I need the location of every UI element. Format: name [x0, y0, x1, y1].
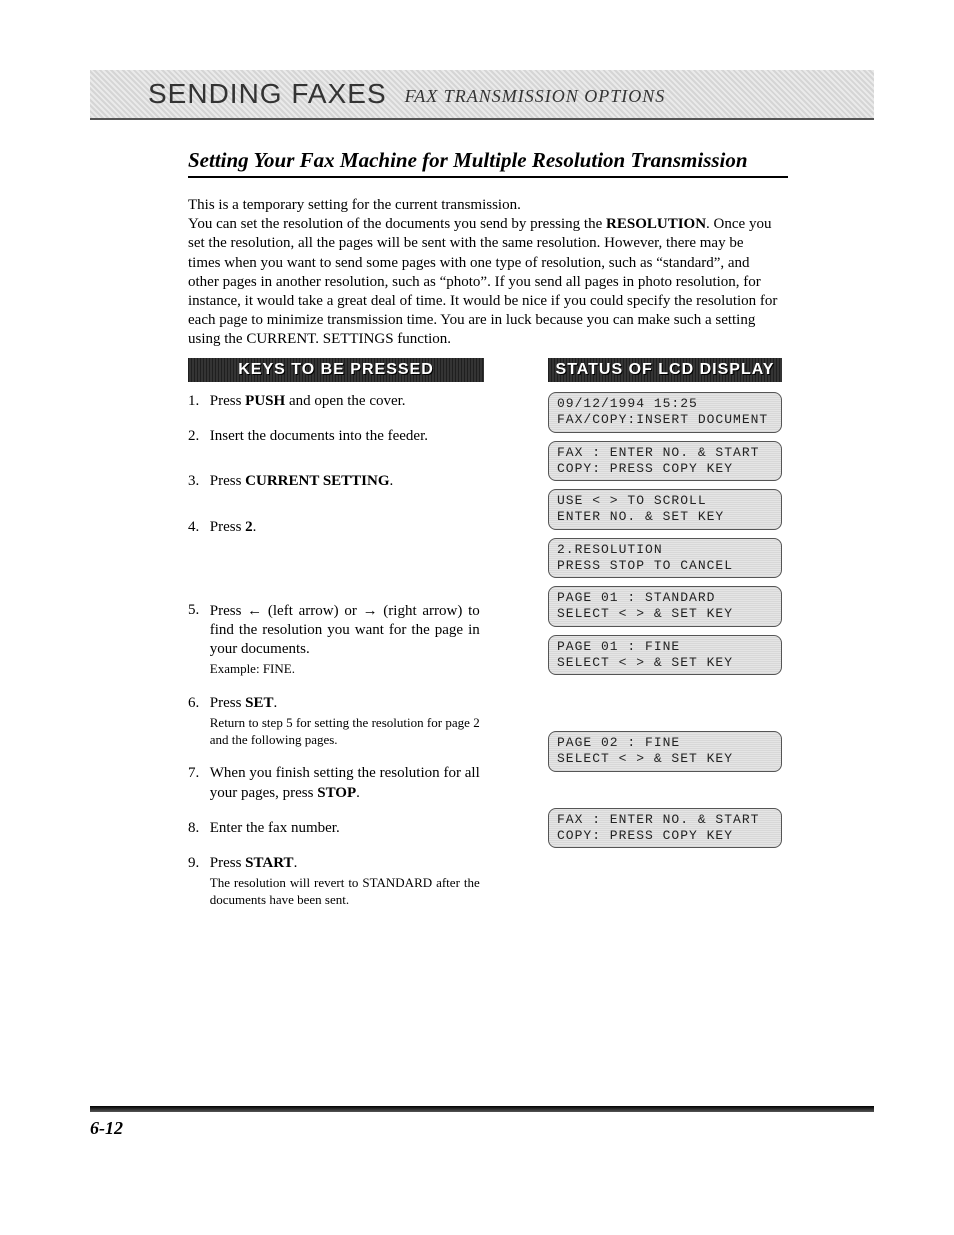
step-body: Press CURRENT SETTING.	[210, 472, 480, 491]
step-body: Press SET. Return to step 5 for setting …	[210, 694, 480, 748]
lcd-line: FAX : ENTER NO. & START	[557, 445, 773, 461]
step-text: (left arrow) or	[262, 603, 362, 619]
step-text: .	[356, 785, 360, 801]
step-9: 9. Press START. The resolution will reve…	[188, 854, 484, 908]
footer-rule	[90, 1106, 874, 1112]
lcd-column: STATUS OF LCD DISPLAY 09/12/1994 15:25 F…	[548, 358, 782, 856]
step-bold: PUSH	[245, 393, 285, 409]
step-5: 5. Press ← (left arrow) or → (right arro…	[188, 601, 484, 678]
step-sub: Return to step 5 for setting the resolut…	[210, 715, 480, 748]
step-text: .	[274, 695, 278, 711]
step-body: Press PUSH and open the cover.	[210, 392, 480, 411]
step-body: Press 2.	[210, 518, 480, 537]
step-body: Press ← (left arrow) or → (right arrow) …	[210, 601, 480, 678]
lcd-line: SELECT < > & SET KEY	[557, 606, 773, 622]
step-sub: The resolution will revert to STANDARD a…	[210, 875, 480, 908]
step-number: 8.	[188, 819, 206, 838]
step-body: When you finish setting the resolu­tion …	[210, 764, 480, 802]
lcd-line: PRESS STOP TO CANCEL	[557, 558, 773, 574]
step-text: Press	[210, 695, 245, 711]
step-number: 3.	[188, 472, 206, 491]
lcd-line: ENTER NO. & SET KEY	[557, 509, 773, 525]
chapter-header: SENDING FAXES FAX TRANSMISSION OPTIONS	[90, 70, 874, 120]
lcd-display: FAX : ENTER NO. & START COPY: PRESS COPY…	[548, 808, 782, 849]
lcd-line: FAX : ENTER NO. & START	[557, 812, 773, 828]
lcd-line: FAX/COPY:INSERT DOCUMENT	[557, 412, 773, 428]
step-text: Press	[210, 393, 245, 409]
step-text: Insert the documents into the feeder.	[210, 428, 428, 444]
step-bold: CURRENT SETTING	[245, 473, 389, 489]
step-text: Press	[210, 473, 245, 489]
step-text: Enter the fax number.	[210, 820, 340, 836]
keys-heading: KEYS TO BE PRESSED	[188, 358, 484, 382]
lcd-display: PAGE 01 : FINE SELECT < > & SET KEY	[548, 635, 782, 676]
step-3: 3. Press CURRENT SETTING.	[188, 472, 484, 491]
step-1: 1. Press PUSH and open the cover.	[188, 392, 484, 411]
step-body: Enter the fax number.	[210, 819, 480, 838]
step-bold: START	[245, 855, 293, 871]
step-6: 6. Press SET. Return to step 5 for setti…	[188, 694, 484, 748]
lcd-heading: STATUS OF LCD DISPLAY	[548, 358, 782, 382]
step-number: 1.	[188, 392, 206, 411]
step-bold: SET	[245, 695, 273, 711]
lcd-line: USE < > TO SCROLL	[557, 493, 773, 509]
step-7: 7. When you finish setting the resolu­ti…	[188, 764, 484, 802]
step-text: Press	[210, 855, 245, 871]
step-number: 5.	[188, 601, 206, 620]
step-text: Press	[210, 519, 245, 535]
left-arrow-icon: ←	[247, 602, 262, 619]
step-4: 4. Press 2.	[188, 518, 484, 537]
step-text: .	[253, 519, 257, 535]
intro-text: This is a temporary setting for the curr…	[188, 196, 778, 350]
chapter-subtitle: FAX TRANSMISSION OPTIONS	[405, 86, 666, 107]
chapter-title: SENDING FAXES	[148, 78, 387, 110]
page-number: 6-12	[90, 1118, 123, 1139]
lcd-line: PAGE 01 : FINE	[557, 639, 773, 655]
step-body: Press START. The resolution will revert …	[210, 854, 480, 908]
lcd-display: FAX : ENTER NO. & START COPY: PRESS COPY…	[548, 441, 782, 482]
lcd-line: COPY: PRESS COPY KEY	[557, 461, 773, 477]
lcd-line: PAGE 02 : FINE	[557, 735, 773, 751]
step-text: .	[390, 473, 394, 489]
keys-column: KEYS TO BE PRESSED 1. Press PUSH and ope…	[188, 358, 484, 914]
intro-p1: This is a temporary setting for the curr…	[188, 197, 521, 213]
step-text: Press	[210, 603, 247, 619]
intro-bold: RESOLUTION	[606, 216, 706, 232]
lcd-line: PAGE 01 : STANDARD	[557, 590, 773, 606]
step-bold: STOP	[317, 785, 356, 801]
section-heading: Setting Your Fax Machine for Multiple Re…	[188, 148, 788, 178]
step-sub: Example: FINE.	[210, 661, 480, 678]
lcd-display: 09/12/1994 15:25 FAX/COPY:INSERT DOCUMEN…	[548, 392, 782, 433]
lcd-line: 2.RESOLUTION	[557, 542, 773, 558]
step-text: .	[294, 855, 298, 871]
step-number: 7.	[188, 764, 206, 783]
step-number: 6.	[188, 694, 206, 713]
lcd-line: SELECT < > & SET KEY	[557, 655, 773, 671]
lcd-line: 09/12/1994 15:25	[557, 396, 773, 412]
lcd-display: PAGE 01 : STANDARD SELECT < > & SET KEY	[548, 586, 782, 627]
step-body: Insert the documents into the feeder.	[210, 427, 480, 446]
lcd-line: COPY: PRESS COPY KEY	[557, 828, 773, 844]
step-number: 2.	[188, 427, 206, 446]
step-2: 2. Insert the documents into the feeder.	[188, 427, 484, 446]
step-number: 9.	[188, 854, 206, 873]
right-arrow-icon: →	[363, 602, 378, 619]
manual-page: SENDING FAXES FAX TRANSMISSION OPTIONS S…	[0, 0, 954, 1235]
lcd-display: USE < > TO SCROLL ENTER NO. & SET KEY	[548, 489, 782, 530]
lcd-display: 2.RESOLUTION PRESS STOP TO CANCEL	[548, 538, 782, 579]
step-number: 4.	[188, 518, 206, 537]
intro-p2b: . Once you set the resolution, all the p…	[188, 216, 777, 347]
lcd-display: PAGE 02 : FINE SELECT < > & SET KEY	[548, 731, 782, 772]
step-8: 8. Enter the fax number.	[188, 819, 484, 838]
intro-p2a: You can set the resolution of the docume…	[188, 216, 606, 232]
step-bold: 2	[245, 519, 253, 535]
lcd-line: SELECT < > & SET KEY	[557, 751, 773, 767]
step-text: and open the cover.	[285, 393, 405, 409]
